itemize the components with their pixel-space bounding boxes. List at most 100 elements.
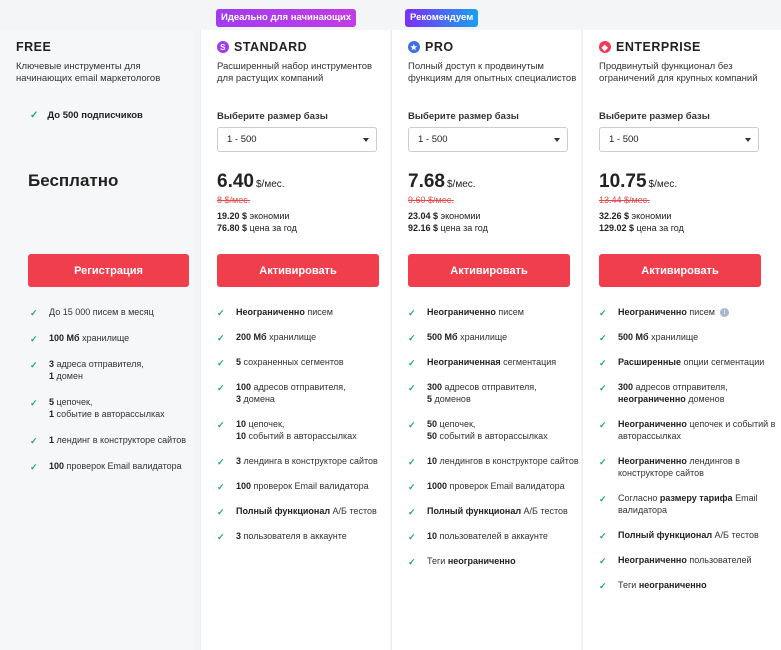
check-icon: ✓ [217,507,225,517]
price-unit: $/мес. [255,179,285,190]
old-price: 8 $/мес. [217,195,251,205]
feature-text: цепочек, [246,419,285,429]
feature-text: цепочек, [437,419,476,429]
feature-item: ✓ Неограниченно писем i [599,306,777,318]
old-price: 13.44 $/мес. [599,195,650,205]
feature-bold-text: 10 [427,531,438,541]
feature-bold-text: 500 Мб [618,332,649,342]
check-icon: ✓ [599,556,607,566]
feature-bold-text: 50 [427,419,438,429]
base-size-select[interactable]: 1 - 500 [599,127,759,152]
savings-label: экономии [438,211,481,221]
savings-amount: 19.20 $ [217,211,248,221]
feature-bold-text: 50 [427,431,438,441]
year-price-amount: 129.02 $ [599,223,635,233]
check-icon: ✓ [408,383,416,393]
activate-button[interactable]: Активировать [217,254,379,287]
plan-name: ◆ ENTERPRISE [599,40,701,54]
plan-name: ★ PRO [408,40,454,54]
plan-price: 6.40 $/мес. [217,171,285,193]
check-icon: ✓ [599,333,607,343]
plan-name: S STANDARD [217,40,307,54]
feature-text: хранилище [79,333,130,343]
feature-text: Согласно [618,493,660,503]
feature-item: ✓ 300 адресов отправителя, 5 доменов [408,381,586,405]
feature-bold-text: неограниченно [638,580,707,590]
feature-text: цепочек, [54,397,93,407]
price-unit: $/мес. [446,179,476,190]
feature-bold-text: 3 [236,531,242,541]
check-icon: ✓ [30,436,38,446]
feature-item: ✓ Неограниченно лендингов в конструкторе … [599,455,777,479]
feature-text: доменов [432,394,471,404]
base-size-label: Выберите размер базы [408,111,519,122]
savings-label: экономии [247,211,290,221]
chevron-down-icon [363,138,369,142]
feature-text: хранилище [266,332,317,342]
feature-item: ✓ Полный функционал А/Б тестов [599,529,777,541]
feature-bold-text: 3 [236,456,242,466]
feature-text: Теги [427,556,448,566]
feature-bold-text: неограниченно [618,394,686,404]
feature-text: событий в авторассылках [246,431,357,441]
plan-card-standard: S STANDARD Расширенный набор инструменто… [200,30,390,650]
feature-item: ✓ 1 лендинг в конструкторе сайтов [30,434,208,446]
feature-text: адресов отправителя, [633,382,728,392]
chevron-down-icon [745,138,751,142]
feature-text: хранилище [648,332,699,342]
savings-info: 19.20 $ экономии 76.80 $ цена за год [217,210,297,234]
plan-name-label: STANDARD [234,40,308,54]
feature-bold-text: Неограниченная [427,357,501,367]
feature-item: ✓ 300 адресов отправителя, неограниченно д… [599,381,777,405]
check-icon: ✓ [30,360,38,370]
feature-item: ✓ Согласно размеру тарифа Email валидатор… [599,492,777,516]
check-icon: ✓ [408,358,416,368]
feature-item: ✓ Неограниченно писем [408,306,586,318]
feature-item: ✓ 500 Мб хранилище [408,331,586,343]
feature-item: ✓ Теги неограниченно [599,579,777,591]
check-icon: ✓ [408,308,416,318]
feature-item: ✓ 200 Мб хранилище [217,331,395,343]
check-icon: ✓ [217,420,225,430]
year-price-amount: 92.16 $ [408,223,439,233]
feature-item: ✓ 100 проверок Email валидатора [30,460,208,472]
feature-text: пользователей в аккаунте [437,531,548,541]
plan-price: 10.75 $/мес. [599,171,677,193]
check-icon: ✓ [408,420,416,430]
feature-text: событий в авторассылках [437,431,548,441]
activate-button[interactable]: Активировать [408,254,570,287]
base-size-value: 1 - 500 [609,134,639,145]
feature-text: адресов отправителя, [251,382,346,392]
check-icon: ✓ [408,532,416,542]
price-unit: $/мес. [648,179,678,190]
feature-bold-text: 1 [49,435,55,445]
feature-bold-text: 1 [49,371,55,381]
feature-item: ✓ 5 сохраненных сегментов [217,356,395,368]
feature-item: ✓ 100 адресов отправителя, 3 домена [217,381,395,405]
info-icon[interactable]: i [719,308,729,318]
plan-card-pro: ★ PRO Полный доступ к продвинутым функци… [391,30,581,650]
register-button[interactable]: Регистрация [28,254,189,287]
feature-text: лендингов в конструкторе сайтов [437,456,579,466]
savings-info: 32.26 $ экономии 129.02 $ цена за год [599,210,684,234]
feature-text: лендинг в конструкторе сайтов [54,435,187,445]
feature-text: событие в авторассылках [54,409,165,419]
plan-name: FREE [16,40,51,54]
feature-list: ✓ Неограниченно писем i ✓ 500 Мб хранилище ✓ Р… [599,306,777,591]
chevron-down-icon [554,138,560,142]
feature-text: лендинга в конструкторе сайтов [241,456,378,466]
feature-item: ✓ 100 проверок Email валидатора [217,480,395,492]
base-size-select[interactable]: 1 - 500 [217,127,377,152]
activate-button[interactable]: Активировать [599,254,761,287]
feature-text: писем [686,307,715,317]
feature-text: А/Б тестов [712,530,759,540]
check-icon: ✓ [599,457,607,467]
base-size-select[interactable]: 1 - 500 [408,127,568,152]
feature-item: ✓ До 15 000 писем в месяц [30,306,208,318]
s-badge-icon: S [217,41,229,53]
feature-bold-text: 5 [427,394,433,404]
feature-text: писем [495,307,524,317]
feature-item: ✓ Полный функционал А/Б тестов [217,505,395,517]
feature-bold-text: Неограниченно [618,419,687,429]
price-value: 6.40 [217,171,254,192]
